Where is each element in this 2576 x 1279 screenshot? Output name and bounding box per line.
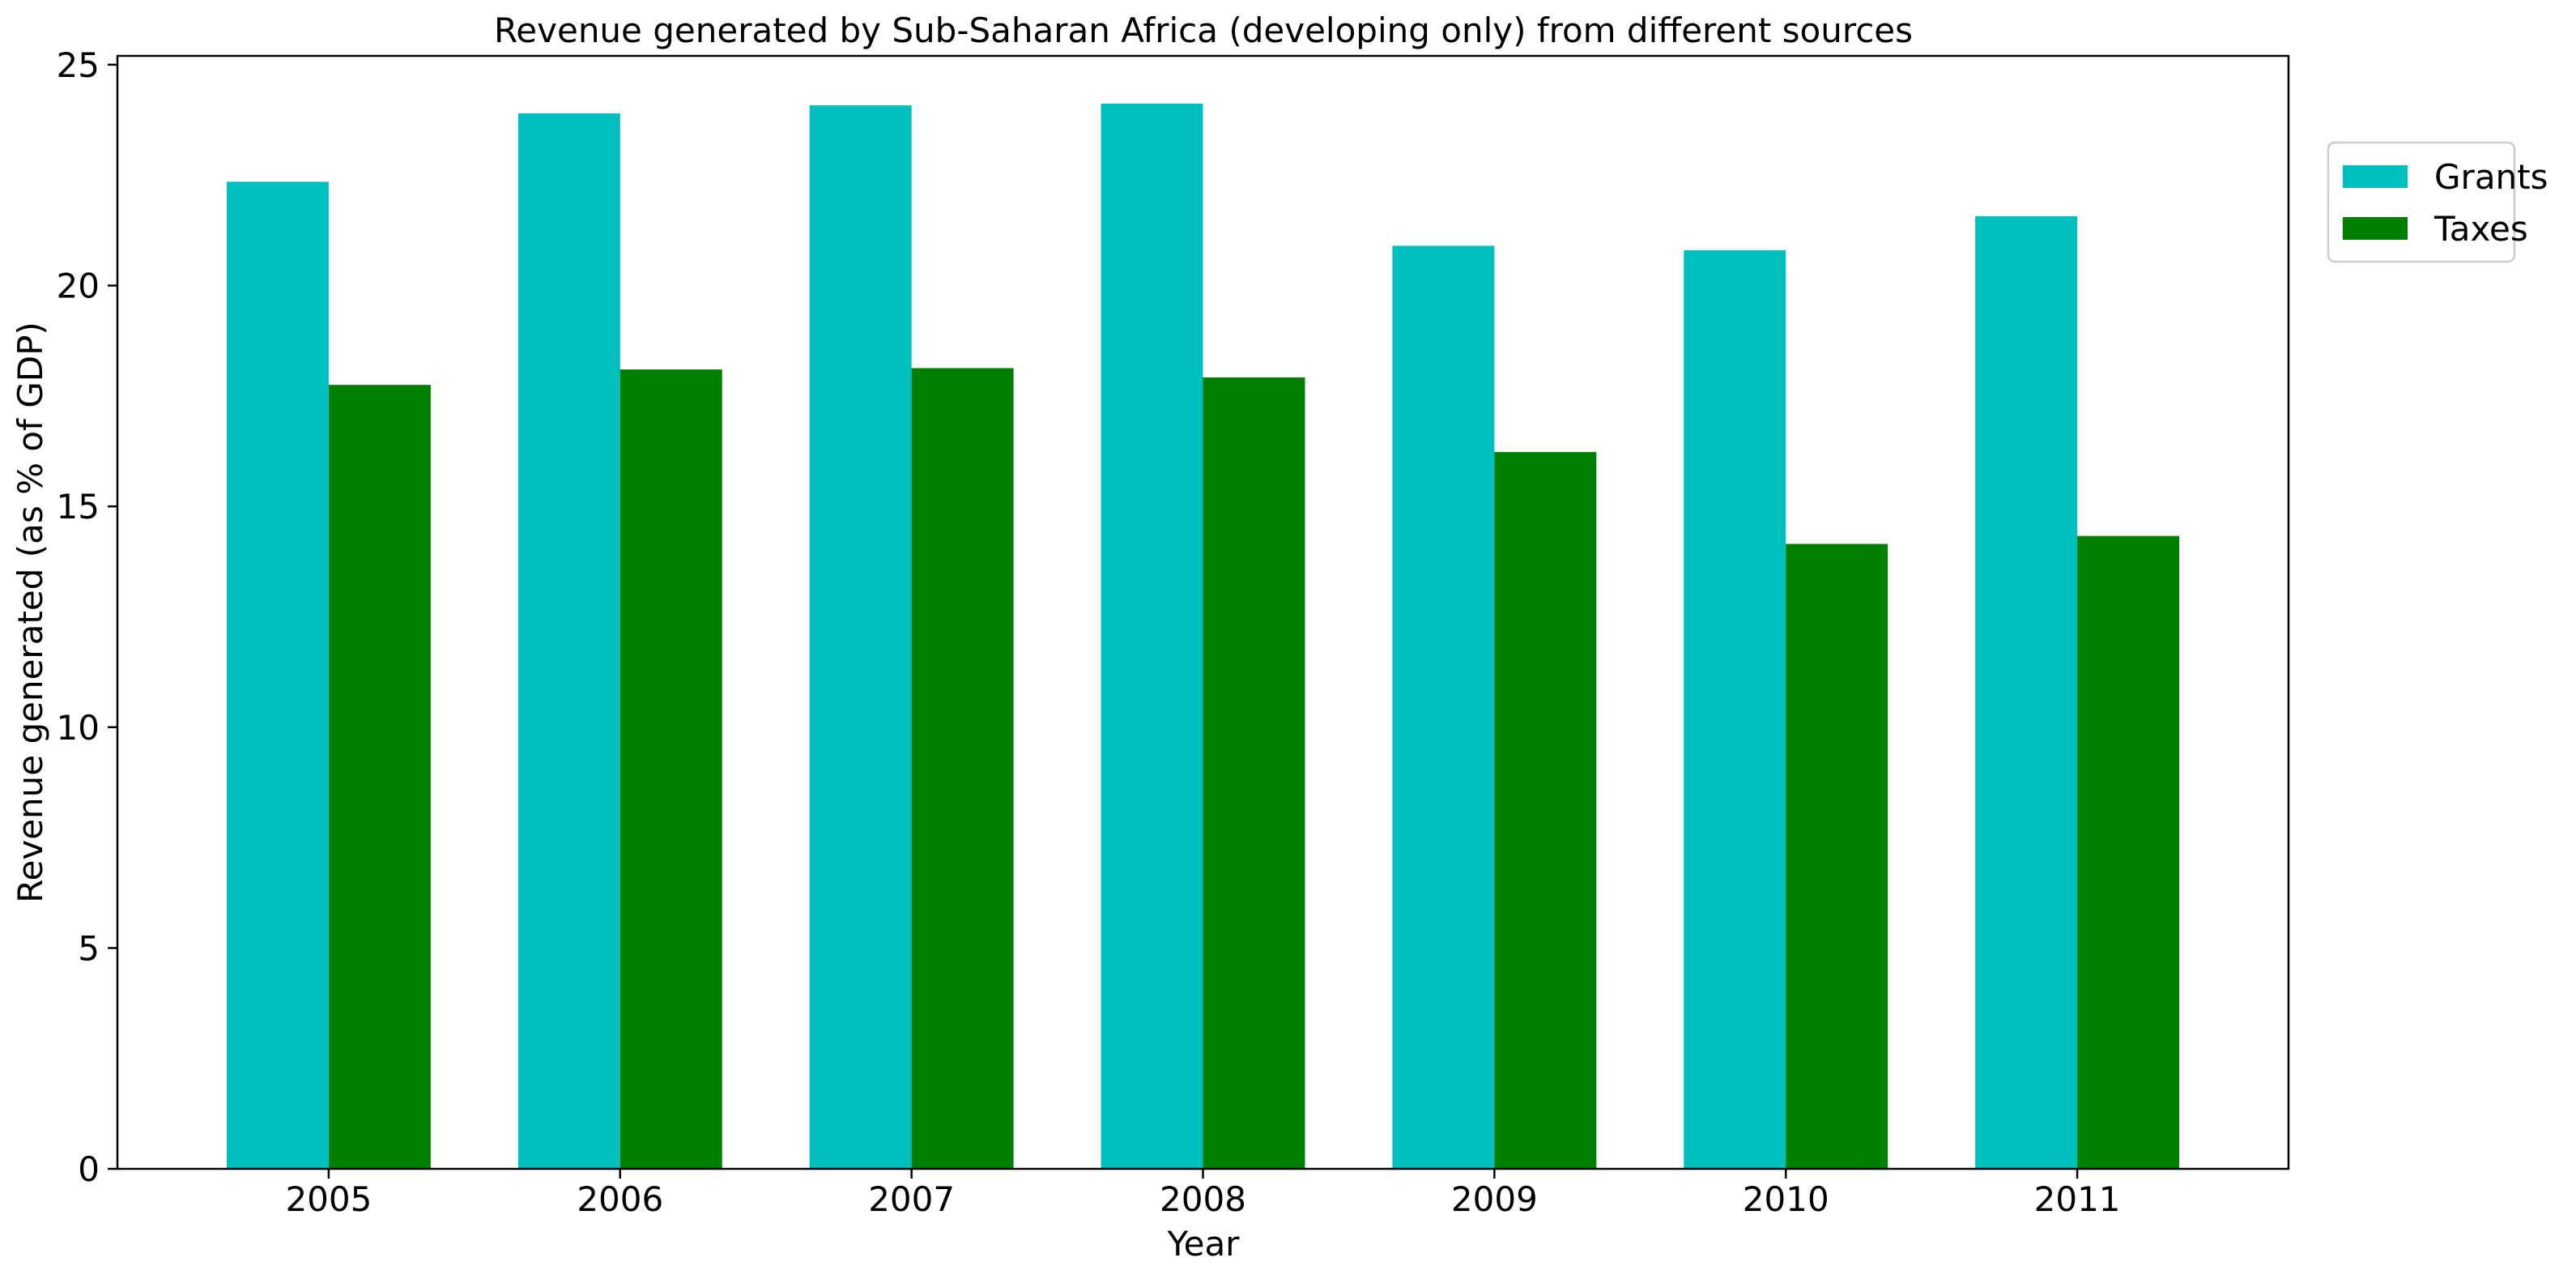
- x-axis: 2005 2006 2007 2008 2009 2010 2011: [285, 1169, 2121, 1219]
- bars-group: [226, 103, 2180, 1170]
- bar-grants-2008: [1101, 103, 1203, 1169]
- legend: Grants Taxes: [2327, 141, 2548, 263]
- bar-grants-2006: [517, 113, 620, 1169]
- x-tick-label: 2005: [285, 1179, 372, 1219]
- x-tick-label: 2009: [1451, 1179, 1538, 1219]
- y-tick-label: 25: [57, 45, 100, 85]
- y-tick-label: 15: [57, 487, 100, 527]
- bar-taxes-2010: [1786, 544, 1888, 1169]
- bar-taxes-2008: [1203, 377, 1305, 1169]
- plot-area-frame: [116, 54, 2290, 1170]
- bar-grants-2005: [226, 181, 329, 1169]
- bar-grants-2011: [1975, 215, 2078, 1169]
- bar-grants-2007: [809, 105, 912, 1169]
- bar-taxes-2006: [620, 369, 722, 1169]
- x-axis-title: Year: [1167, 1224, 1241, 1264]
- x-tick-label: 2011: [2034, 1179, 2121, 1219]
- legend-label-taxes: Taxes: [2433, 209, 2528, 249]
- x-tick-label: 2008: [1160, 1179, 1246, 1219]
- y-axis: 0 5 10 15 20 25: [57, 45, 117, 1189]
- legend-label-grants: Grants: [2434, 157, 2548, 197]
- bar-taxes-2007: [911, 368, 1014, 1170]
- legend-swatch-taxes: [2343, 217, 2408, 240]
- legend-swatch-grants: [2343, 165, 2408, 188]
- y-tick-label: 5: [78, 928, 100, 968]
- x-tick-label: 2006: [577, 1179, 663, 1219]
- bar-taxes-2005: [328, 385, 431, 1169]
- y-axis-title: Revenue generated (as % of GDP): [11, 322, 50, 903]
- bar-taxes-2009: [1494, 452, 1597, 1169]
- y-tick-label: 10: [57, 708, 100, 748]
- y-tick-label: 0: [78, 1149, 100, 1189]
- x-tick-label: 2010: [1743, 1179, 1829, 1219]
- bar-grants-2010: [1684, 249, 1786, 1169]
- chart-title: Revenue generated by Sub-Saharan Africa …: [494, 11, 1913, 50]
- y-tick-label: 20: [57, 266, 100, 306]
- bar-taxes-2011: [2077, 535, 2180, 1169]
- x-tick-label: 2007: [868, 1179, 955, 1219]
- bar-grants-2009: [1392, 245, 1495, 1170]
